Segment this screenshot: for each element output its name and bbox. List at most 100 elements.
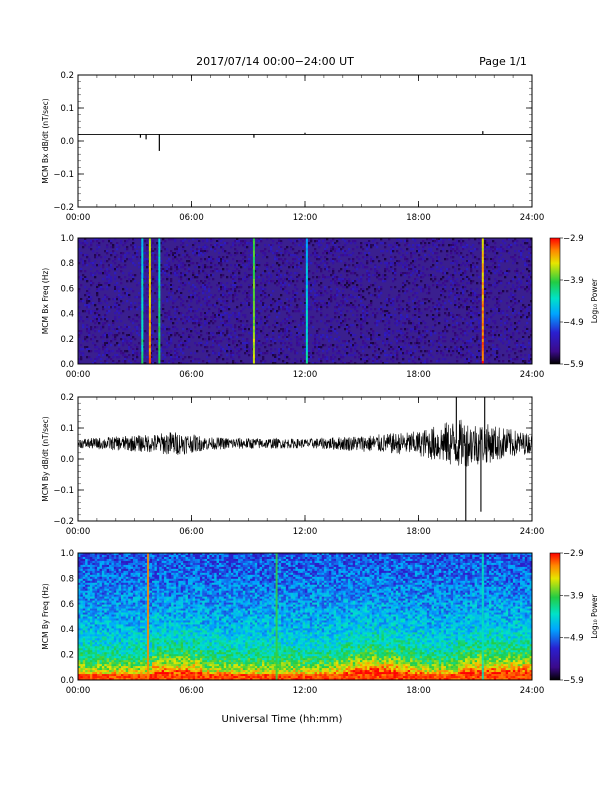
bx-spectrogram-cell (96, 252, 99, 255)
bx-spectrogram-cell (396, 308, 399, 311)
bx-spectrogram-cell (88, 300, 91, 303)
bx-spectrogram-cell (218, 344, 221, 347)
bx-spectrogram-cell (222, 288, 225, 291)
bx-spectrogram-cell (190, 286, 193, 289)
bx-spectrogram-cell (102, 322, 105, 325)
bx-spectrogram-cell (230, 288, 233, 291)
bx-spectrogram-cell (362, 274, 365, 277)
bx-spectrogram-cell (490, 340, 493, 343)
bx-spectrogram-cell (308, 260, 311, 263)
bx-spectrogram-cell (322, 356, 325, 359)
bx-spectrogram-cell (140, 264, 143, 267)
bx-spectrogram-cell (388, 244, 391, 247)
bx-spectrogram-cell (342, 238, 345, 241)
bx-spectrogram-cell (106, 260, 109, 263)
bx-spectrogram-cell (390, 286, 393, 289)
bx-spectrogram-cell (374, 350, 377, 353)
bx-spectrogram-cell (228, 306, 231, 309)
bx-spectrogram-cell (186, 260, 189, 263)
bx-spectrogram-cell (328, 286, 331, 289)
bx-spectrogram-cell (146, 246, 149, 249)
bx-spectrogram-cell (210, 238, 213, 241)
bx-spectrogram-cell (128, 318, 131, 321)
bx-spectrogram-cell (116, 298, 119, 301)
bx-spectrogram-cell (254, 270, 257, 273)
bx-spectrogram-cell (428, 352, 431, 355)
bx-spectrogram-cell (112, 356, 115, 359)
bx-spectrogram-cell (226, 264, 229, 267)
bx-spectrogram-cell (208, 256, 211, 259)
bx-spectrogram-cell (432, 258, 435, 261)
bx-spectrogram-cell (280, 340, 283, 343)
bx-spectrogram-cell (120, 256, 123, 259)
bx-spectrogram-cell (258, 340, 261, 343)
bx-spectrogram-cell (500, 246, 503, 249)
bx-spectrogram-cell (450, 316, 453, 319)
bx-spectrogram-cell (458, 352, 461, 355)
bx-spectrogram-cell (270, 344, 273, 347)
bx-spectrogram-cell (294, 272, 297, 275)
bx-spectrogram-cell (460, 346, 463, 349)
bx-spectrogram-cell (498, 280, 501, 283)
bx-spectrogram-cell (98, 254, 101, 257)
bx-spectrogram-cell (94, 312, 97, 315)
bx-spectrogram-cell (200, 286, 203, 289)
bx-spectrogram-cell (422, 330, 425, 333)
bx-spectrogram-cell (314, 362, 317, 365)
bx-spectrogram-cell (132, 254, 135, 257)
bx-spectrogram-cell (228, 308, 231, 311)
bx-spectrogram-cell (324, 322, 327, 325)
bx-spectrogram-cell (106, 276, 109, 279)
bx-spectrogram-cell (172, 252, 175, 255)
bx-spectrogram-cell (154, 260, 157, 263)
bx-spectrogram-cell (470, 288, 473, 291)
bx-spectrogram-cell (384, 328, 387, 331)
bx-spectrogram-cell (476, 258, 479, 261)
bx-spectrogram-cell (456, 288, 459, 291)
bx-spectrogram-cell (284, 322, 287, 325)
bx-spectrogram-cell (320, 292, 323, 295)
bx-spectrogram-cell (476, 302, 479, 305)
bx-spectrogram-cell (348, 248, 351, 251)
bx-spectrogram-cell (496, 308, 499, 311)
bx-spectrogram-cell (284, 354, 287, 357)
bx-spectrogram-cell (176, 266, 179, 269)
bx-spectrogram-cell (132, 248, 135, 251)
bx-spectrogram-cell (270, 280, 273, 283)
bx-spectrogram-cell (506, 344, 509, 347)
bx-spectrogram-cell (436, 360, 439, 363)
bx-spectrogram-cell (298, 338, 301, 341)
bx-spectrogram-cell (304, 282, 307, 285)
bx-spectrogram-cell (354, 296, 357, 299)
bx-spectrogram-cell (92, 250, 95, 253)
bx-spectrogram-cell (438, 302, 441, 305)
bx-spectrogram-cell (498, 338, 501, 341)
bx-spectrogram-cell (258, 354, 261, 357)
bx-spectrogram-cell (284, 282, 287, 285)
bx-spectrogram-cell (128, 258, 131, 261)
bx-spectrogram-cell (332, 262, 335, 265)
bx-spectrogram-cell (216, 244, 219, 247)
bx-spectrogram-cell (364, 242, 367, 245)
bx-spectrogram-cell (476, 330, 479, 333)
bx-spectrogram-cell (114, 334, 117, 337)
bx-spectrogram-cell (450, 262, 453, 265)
bx-spectrogram-cell (154, 336, 157, 339)
bx-spectrogram-cell (324, 344, 327, 347)
bx-spectrogram-cell (290, 342, 293, 345)
bx-spectrogram-cell (206, 304, 209, 307)
bx-spectrogram-cell (86, 280, 89, 283)
bx-spectrogram-cell (258, 350, 261, 353)
bx-spectrogram-cell (516, 282, 519, 285)
bx-spectrogram-cell (278, 352, 281, 355)
bx-spectrogram-cell (488, 286, 491, 289)
bx-spectrogram-cell (362, 264, 365, 267)
bx-spectrogram-cell (118, 290, 121, 293)
bx-spectrogram-cell (372, 332, 375, 335)
bx-spectrogram-cell (378, 296, 381, 299)
bx-spectrogram-cell (274, 342, 277, 345)
bx-spectrogram-cell (466, 268, 469, 271)
bx-spectrogram-cell (500, 300, 503, 303)
bx-spectrogram-cell (202, 298, 205, 301)
bx-spectrogram-cell (448, 296, 451, 299)
